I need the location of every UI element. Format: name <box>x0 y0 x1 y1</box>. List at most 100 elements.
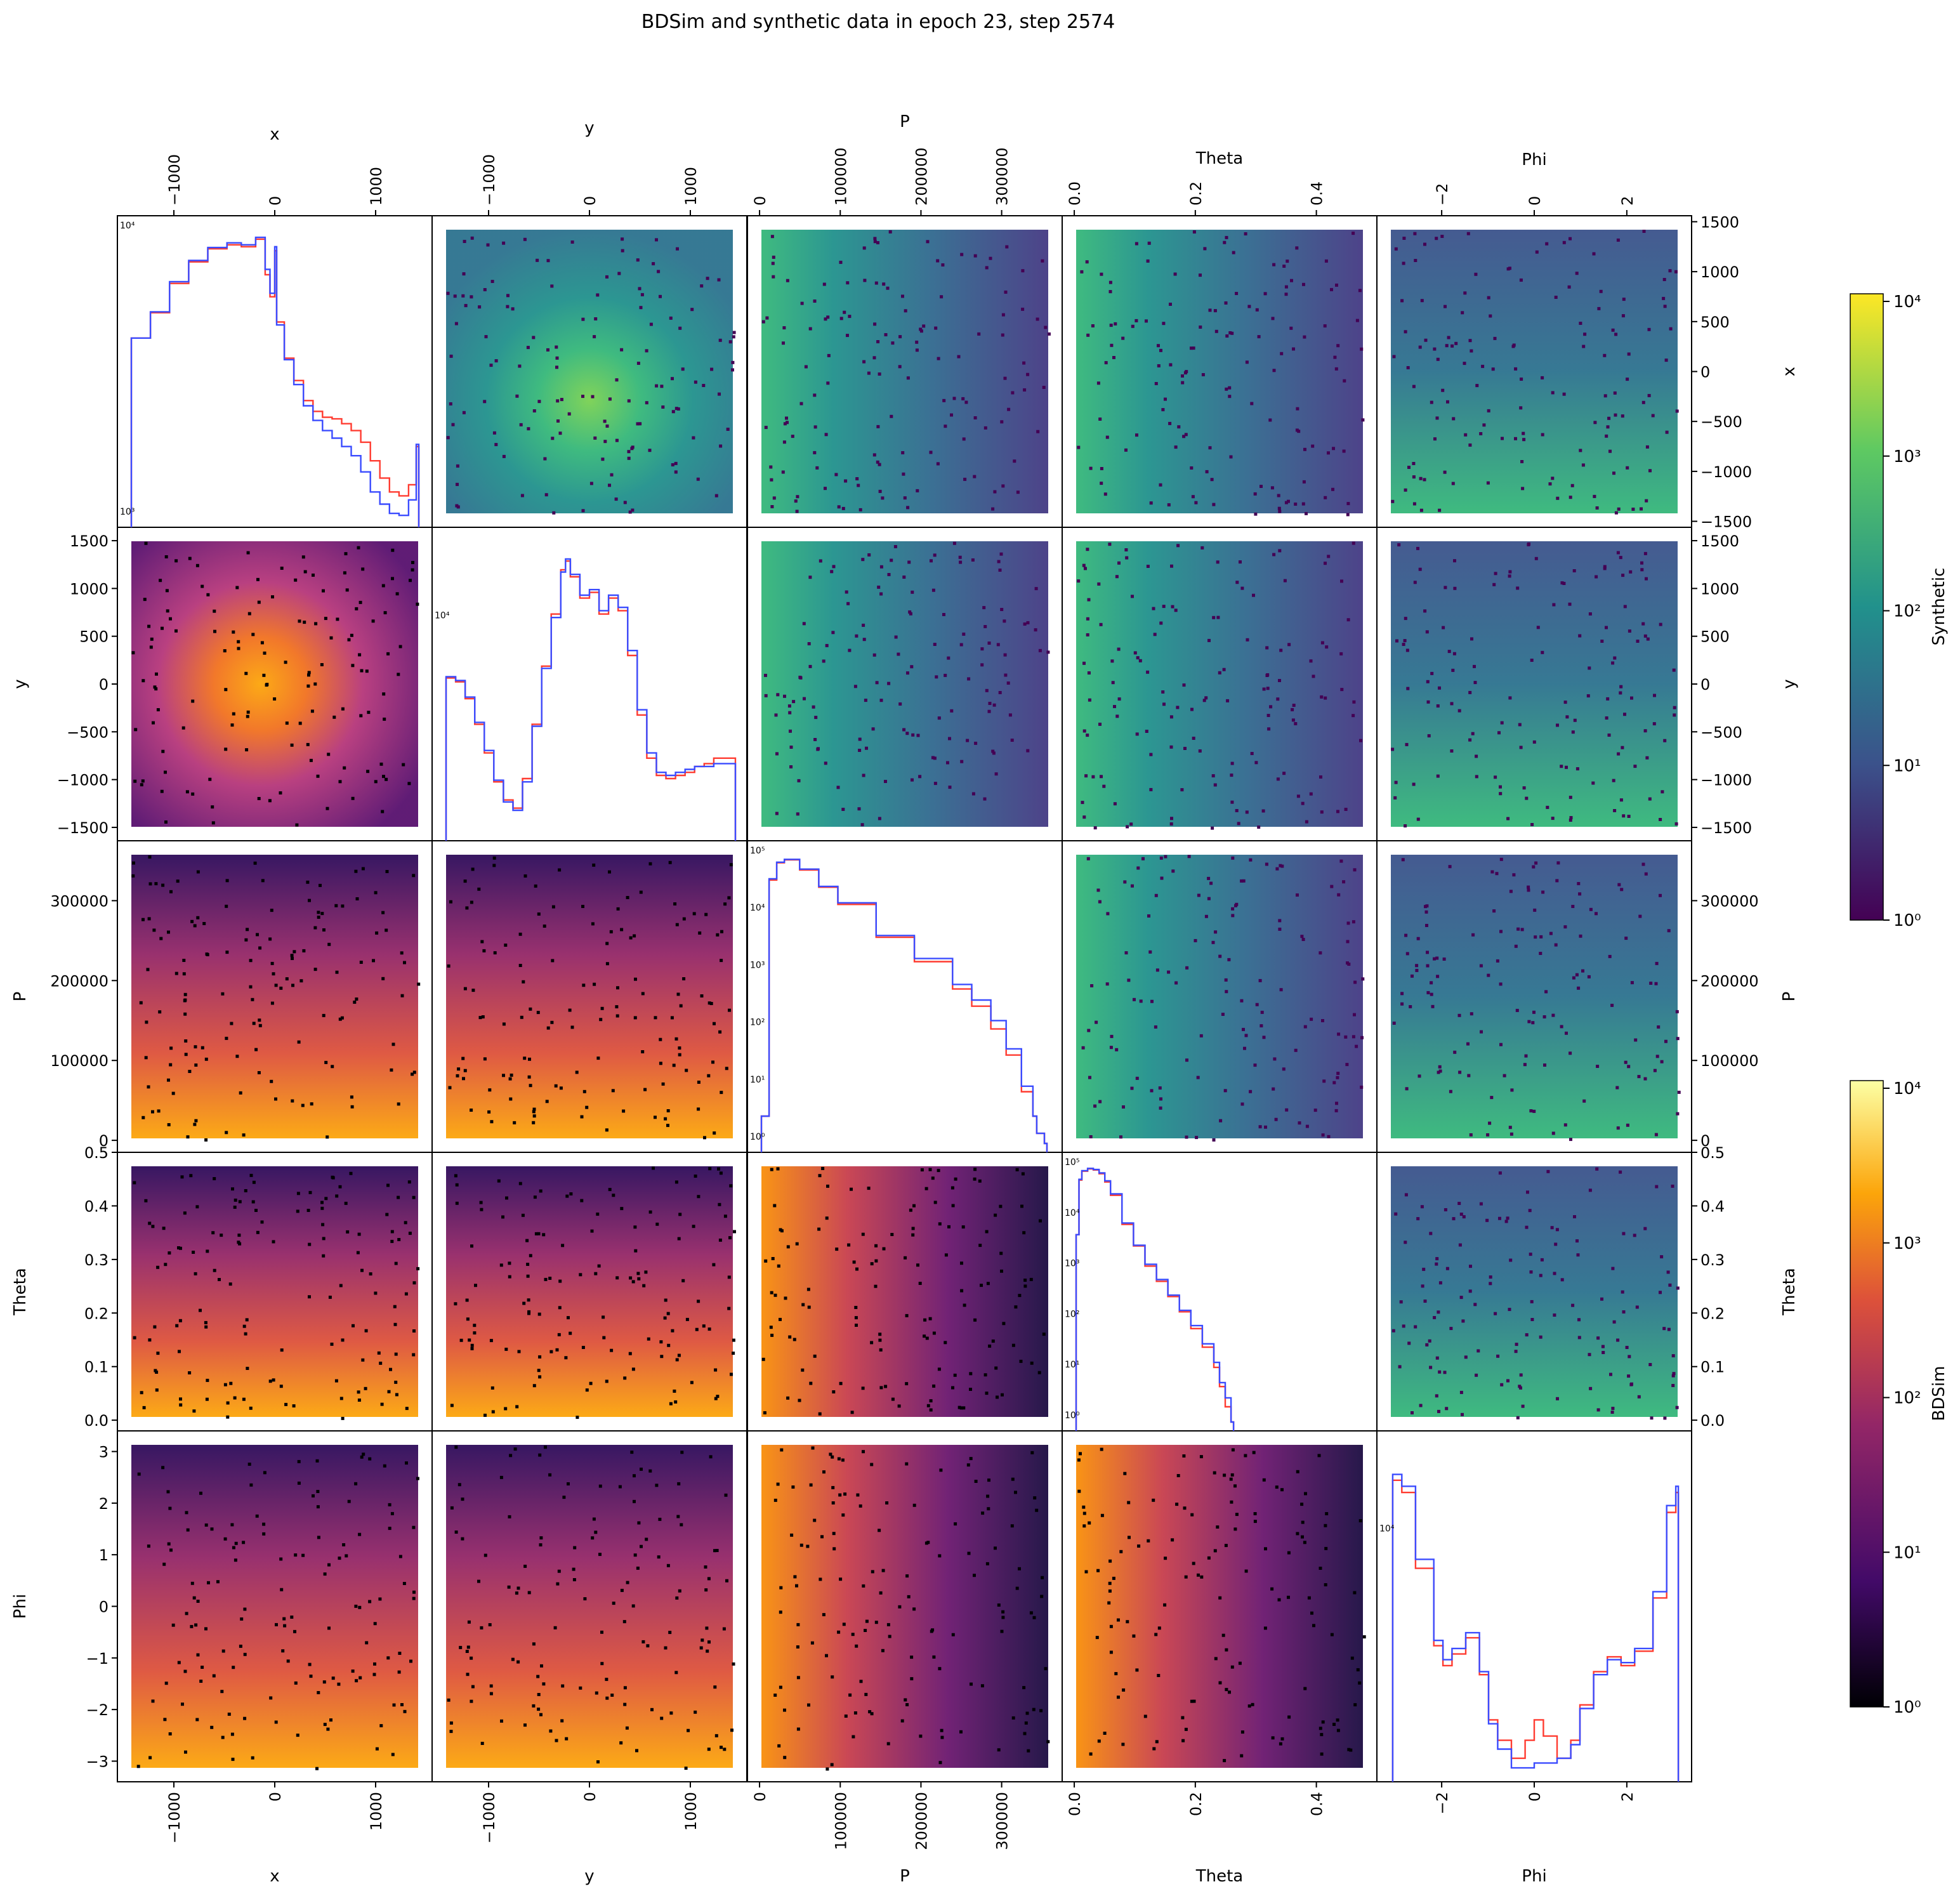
heatmap-bin <box>448 1086 452 1090</box>
heatmap-bin <box>1520 460 1524 463</box>
heatmap-bin <box>1422 1267 1426 1271</box>
heatmap-bin <box>1119 1550 1123 1553</box>
heatmap-bin <box>1000 1629 1004 1633</box>
heatmap-bin <box>998 691 1002 694</box>
heatmap-bin <box>831 1455 834 1459</box>
heatmap-bin <box>1626 1123 1629 1127</box>
heatmap-bin <box>1253 1520 1257 1524</box>
heatmap-bin <box>884 333 888 336</box>
heatmap-bin <box>1452 652 1456 655</box>
left-axis-label-Theta: Theta <box>11 1268 30 1315</box>
heatmap-bin <box>1613 391 1617 395</box>
heatmap-bin <box>1208 446 1212 450</box>
heatmap-bin <box>1181 381 1185 385</box>
heatmap-bin <box>1145 319 1148 323</box>
heatmap-bin <box>1106 912 1110 916</box>
heatmap-bin <box>1170 817 1173 820</box>
heatmap-bin <box>1514 437 1517 440</box>
heatmap-bin <box>194 1045 197 1049</box>
heatmap-sparse-bins <box>447 856 733 1140</box>
heatmap-bin <box>459 1338 463 1342</box>
heatmap-bin <box>1262 1036 1266 1039</box>
heatmap-bin <box>470 1346 474 1350</box>
right-tick-label: −1000 <box>1700 463 1752 481</box>
heatmap-bin <box>417 982 421 986</box>
heatmap-bin <box>1451 482 1455 485</box>
heatmap-bin <box>331 1175 334 1179</box>
heatmap-bin <box>864 699 867 702</box>
heatmap-bin <box>761 320 765 324</box>
heatmap-bin <box>1280 352 1284 355</box>
heatmap-bin <box>296 1209 299 1213</box>
heatmap-bin <box>1636 640 1640 643</box>
heatmap-bin <box>1239 560 1242 564</box>
heatmap-bin <box>1088 1521 1091 1525</box>
heatmap-bin <box>1184 1727 1188 1731</box>
heatmap-bin <box>864 1692 868 1696</box>
heatmap-bin <box>1435 1257 1439 1261</box>
heatmap-bin <box>1263 1626 1267 1630</box>
heatmap-bin <box>151 1110 154 1114</box>
heatmap-bin <box>1039 1709 1043 1713</box>
colorbar-tick-label: 10² <box>1893 1389 1921 1408</box>
heatmap-bin <box>570 1025 574 1029</box>
heatmap-bin <box>575 1070 579 1074</box>
heatmap-bin <box>775 812 779 815</box>
heatmap-bin <box>1361 418 1365 422</box>
heatmap-bin <box>1420 1205 1424 1209</box>
heatmap-bin <box>911 590 914 594</box>
heatmap-bin <box>470 1244 473 1248</box>
heatmap-bin <box>335 970 339 974</box>
heatmap-bin <box>1663 1416 1667 1420</box>
heatmap-bin <box>532 1107 536 1111</box>
heatmap-bin <box>1346 961 1349 965</box>
heatmap-bin <box>983 797 987 801</box>
heatmap-bin <box>697 1300 700 1303</box>
heatmap-bin <box>1473 681 1477 685</box>
heatmap-bin <box>623 1702 627 1706</box>
heatmap-bin <box>1541 376 1544 379</box>
heatmap-bin <box>884 780 887 783</box>
heatmap-bin <box>449 1721 453 1725</box>
heatmap-bin <box>1254 761 1258 765</box>
heatmap-bin <box>390 1230 394 1234</box>
heatmap-bin <box>1233 1527 1237 1531</box>
heatmap-bin <box>1122 1105 1125 1109</box>
heatmap-bin <box>798 675 802 679</box>
heatmap-bin <box>466 1317 470 1321</box>
heatmap-bin <box>1199 273 1202 277</box>
heatmap-bin <box>1622 298 1626 301</box>
heatmap-bin <box>1577 1336 1581 1340</box>
heatmap-bin <box>220 1690 224 1694</box>
panel-Theta-vs-Theta <box>1062 1152 1378 1432</box>
heatmap-bin <box>1518 1385 1522 1388</box>
heatmap-bin <box>1332 447 1335 451</box>
heatmap-bin <box>1603 353 1607 357</box>
heatmap-bin <box>978 1244 982 1248</box>
heatmap-bin <box>381 911 385 914</box>
heatmap-bin <box>204 1523 208 1527</box>
heatmap-bin <box>1190 466 1194 470</box>
heatmap-bin <box>1313 1109 1317 1112</box>
heatmap-bin <box>1461 311 1464 315</box>
heatmap-bin <box>1303 1687 1307 1690</box>
heatmap-bin <box>322 1680 326 1684</box>
heatmap-bin <box>1272 1087 1275 1091</box>
diag-tick-label: 10² <box>750 1018 765 1028</box>
heatmap-bin <box>905 1382 909 1386</box>
heatmap-bin <box>727 1275 731 1279</box>
heatmap-bin <box>177 1661 181 1664</box>
heatmap-bin <box>1271 1736 1275 1740</box>
heatmap-bin <box>1152 1498 1155 1502</box>
histogram-series-synthetic <box>445 558 737 841</box>
heatmap-bin <box>358 1605 362 1609</box>
heatmap-bin <box>390 1068 393 1072</box>
heatmap-bin <box>235 586 239 589</box>
heatmap-bin <box>1593 421 1597 425</box>
heatmap-bin <box>962 632 966 636</box>
heatmap-bin <box>1496 1354 1500 1358</box>
heatmap-bin <box>1000 1269 1003 1273</box>
heatmap-bin <box>1468 690 1472 694</box>
heatmap-bin <box>1011 1716 1015 1720</box>
